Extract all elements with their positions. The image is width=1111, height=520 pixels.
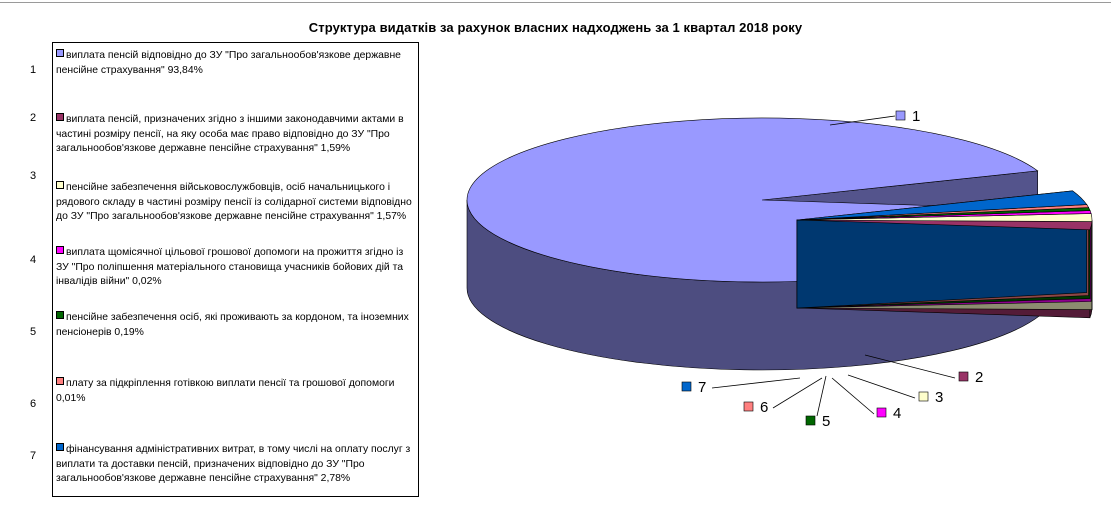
legend-item-1: виплата пенсій відповідно до ЗУ "Про заг… [56,49,416,78]
legend-item-3: пенсійне забезпечення військовослужбовці… [56,181,416,225]
legend-item-6: плату за підкріплення готівкою виплати п… [56,377,416,406]
legend-swatch-7 [56,443,64,451]
leader-line-1 [829,115,896,126]
leader-line-2 [864,354,956,379]
legend-swatch-6 [56,377,64,385]
leader-line-4 [831,377,875,415]
legend-text-6: плату за підкріплення готівкою виплати п… [56,378,395,404]
data-label-1: 1 [912,108,920,125]
leader-line-6 [772,377,823,409]
legend-swatch-3 [56,181,64,189]
data-label-swatch-4 [876,407,887,418]
legend-text-5: пенсійне забезпечення осіб, які проживаю… [56,312,409,338]
legend-swatch-1 [56,49,64,57]
data-label-swatch-5 [805,415,816,426]
legend-text-3: пенсійне забезпечення військовослужбовці… [56,182,412,223]
data-label-2: 2 [975,369,983,386]
data-label-5: 5 [822,413,830,430]
legend-number-4: 4 [30,254,37,266]
data-label-7: 7 [698,379,706,396]
legend-item-5: пенсійне забезпечення осіб, які проживаю… [56,311,416,340]
legend-number-5: 5 [30,326,37,338]
legend-swatch-4 [56,246,64,254]
legend-number-3: 3 [30,170,37,182]
legend-item-2: виплата пенсій, призначених згідно з інш… [56,113,416,157]
legend-item-7: фінансування адміністративних витрат, в … [56,443,416,487]
legend-number-7: 7 [30,450,37,462]
legend-text-2: виплата пенсій, призначених згідно з інш… [56,114,404,155]
chart-legend: виплата пенсій відповідно до ЗУ "Про заг… [52,42,419,497]
leader-line-7 [711,377,801,389]
legend-text-1: виплата пенсій відповідно до ЗУ "Про заг… [56,50,401,76]
leader-line-3 [847,374,916,399]
legend-number-1: 1 [30,64,37,76]
top-divider-line [0,2,1111,3]
legend-number-6: 6 [30,398,37,410]
data-label-3: 3 [935,389,943,406]
legend-text-7: фінансування адміністративних витрат, в … [56,444,411,485]
legend-number-2: 2 [30,112,37,124]
legend-swatch-2 [56,113,64,121]
legend-item-4: виплата щомісячної цільової грошової доп… [56,246,416,290]
data-label-4: 4 [893,405,901,422]
data-label-swatch-1 [895,110,906,121]
leader-line-5 [816,375,827,417]
data-label-swatch-3 [918,391,929,402]
data-label-swatch-2 [958,371,969,382]
data-label-swatch-7 [681,381,692,392]
data-label-6: 6 [760,399,768,416]
legend-text-4: виплата щомісячної цільової грошової доп… [56,247,404,288]
pie-slice-7 [796,190,1088,221]
chart-title: Структура видатків за рахунок власних на… [308,20,803,35]
legend-swatch-5 [56,311,64,319]
data-label-swatch-6 [743,401,754,412]
